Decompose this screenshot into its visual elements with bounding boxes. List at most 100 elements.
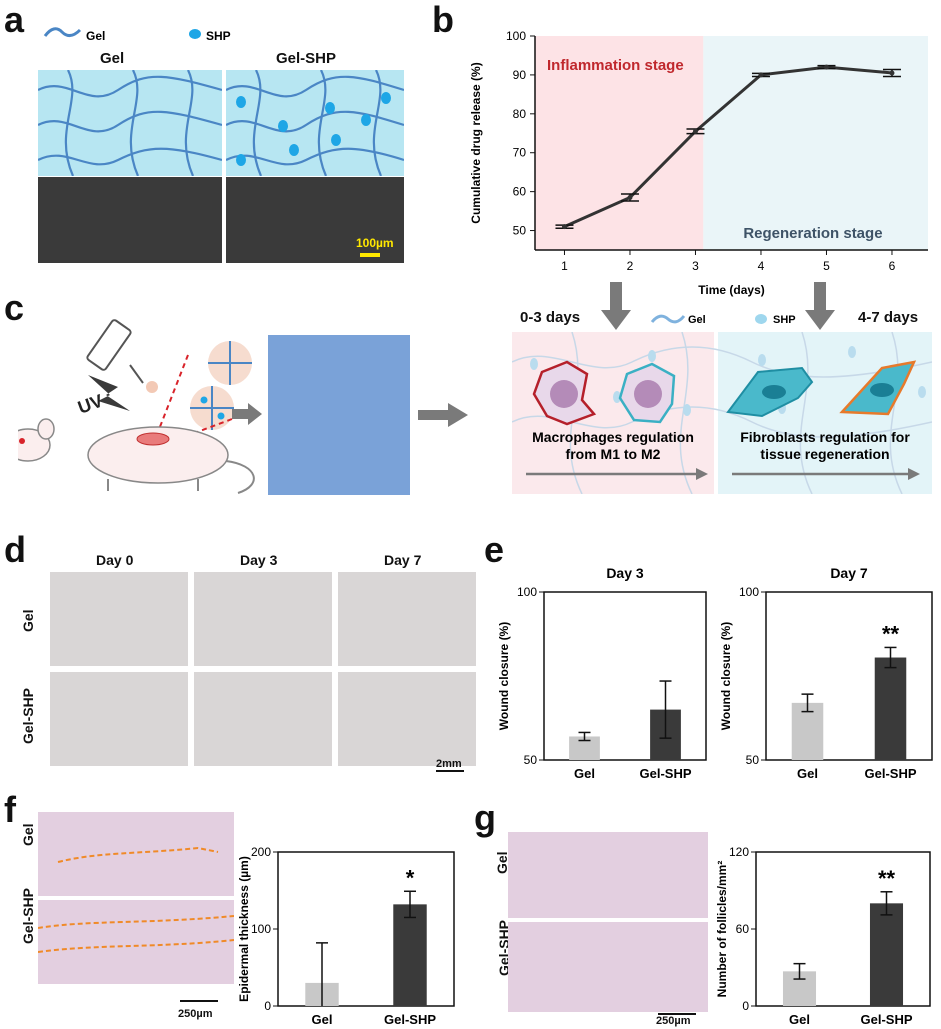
- chart-e3-xtick-label: Gel: [574, 766, 595, 781]
- down-arrow-icon-2: [805, 282, 835, 330]
- wound-photo-gel-day3: [194, 572, 332, 666]
- scale-bar-f-label: 250µm: [178, 1008, 213, 1020]
- chart-b-xtick-label: 5: [823, 259, 830, 273]
- chart-e3-xtick-label: Gel-SHP: [639, 766, 691, 781]
- chart-e-day3: Day 3 50 100 Wound closure (%) Gel Gel-SHP: [497, 565, 707, 781]
- wound-photo-gel-day7: [338, 572, 476, 666]
- gel-legend-label: Gel: [86, 29, 105, 43]
- arrow-icon-2: [418, 403, 468, 427]
- gel-legend-label-c: Gel: [688, 314, 706, 326]
- chart-b-ytick-label: 60: [513, 185, 527, 199]
- m2-macrophage-icon: [618, 362, 676, 424]
- panel-a-title-gel: Gel: [100, 50, 125, 67]
- wound-site: [136, 432, 170, 446]
- chart-e3-ytick-label: 50: [524, 753, 538, 767]
- chart-f-xtick-label: Gel-SHP: [384, 1012, 436, 1026]
- chart-e3-title: Day 3: [606, 565, 644, 581]
- scale-bar-a-label: 100µm: [356, 236, 394, 250]
- uv-lightning-icon: [88, 375, 130, 411]
- fibroblast-text-line1: Fibroblasts regulation for: [740, 429, 910, 445]
- chart-b-ytick-label: 70: [513, 146, 527, 160]
- chart-g-ytick-label: 0: [742, 999, 749, 1013]
- shp-legend-label-c: SHP: [773, 314, 796, 326]
- chart-g-bar: [869, 903, 904, 1006]
- epidermis-outline: [38, 846, 234, 953]
- panel-label-d: d: [4, 529, 26, 570]
- chart-b-xtick-label: 4: [758, 259, 765, 273]
- scale-bar-a: [360, 253, 380, 257]
- mouse-illustration: [18, 418, 255, 494]
- gel-schematic: [38, 70, 222, 176]
- gel-sem-image: [38, 177, 222, 263]
- day-0-label: Day 0: [96, 552, 134, 568]
- fibroblast-text-line2: tissue regeneration: [760, 446, 889, 462]
- scale-bar-g: [658, 1013, 696, 1015]
- chart-e7-title: Day 7: [830, 565, 868, 581]
- chart-e7-frame: [765, 591, 933, 761]
- chart-b-drug-release: Inflammation stage Regeneration stage 50…: [469, 29, 928, 297]
- down-arrow-icon-1: [601, 282, 631, 330]
- shp-legend-icon: [189, 29, 201, 39]
- arrowhead-icon: [696, 468, 708, 480]
- panel-label-b: b: [432, 0, 454, 40]
- gel-legend-icon: [43, 27, 82, 37]
- follicle-image-gel: [508, 832, 708, 918]
- shp-legend-icon-c: [755, 314, 767, 324]
- chart-e7-xtick-label: Gel: [797, 766, 818, 781]
- gel-shp-sem-image: [226, 177, 404, 263]
- chart-b-xlabel: Time (days): [698, 283, 764, 297]
- chart-f-bar: [393, 904, 427, 1006]
- chart-b-xtick-label: 2: [627, 259, 634, 273]
- wound-photo-gelshp-day7: [338, 672, 476, 766]
- chart-b-point: [889, 70, 895, 76]
- scale-bar-g-label: 250µm: [656, 1015, 691, 1027]
- gel-shp-schematic: [226, 70, 404, 176]
- chart-e7-bar: [791, 702, 824, 760]
- chart-g-ytick-label: 60: [736, 922, 750, 936]
- f-row-gel-shp-label: Gel-SHP: [20, 887, 36, 944]
- chart-g-significance: **: [878, 866, 896, 891]
- syringe-icon: [86, 319, 144, 384]
- drop-icon: [146, 381, 158, 393]
- chart-e7-xtick-label: Gel-SHP: [864, 766, 916, 781]
- panel-label-a: a: [4, 0, 25, 40]
- panel-label-f: f: [4, 789, 16, 830]
- chart-b-point: [692, 128, 698, 134]
- chart-f-xtick-label: Gel: [312, 1012, 333, 1026]
- chart-e3-frame: [543, 591, 707, 761]
- panel-label-c: c: [4, 287, 25, 328]
- chart-b-point: [758, 72, 764, 78]
- chart-e-day7: Day 7 50 100 Wound closure (%) Gel Gel-SHP **: [719, 565, 933, 781]
- row-gel-shp-label: Gel-SHP: [20, 687, 36, 744]
- arrowhead-icon-2: [908, 468, 920, 480]
- chart-g-xtick-label: Gel: [789, 1012, 810, 1026]
- fibroblast-icon-1: [726, 366, 814, 418]
- chart-g-ylabel: Number of follicles/mm²: [715, 861, 729, 998]
- panel-label-g: g: [474, 797, 496, 838]
- chart-b-xtick-label: 3: [692, 259, 699, 273]
- wound-photo-gelshp-day3: [194, 672, 332, 766]
- shp-legend-label: SHP: [206, 29, 231, 43]
- chart-b-xtick-label: 1: [561, 259, 568, 273]
- chart-g-frame: [755, 851, 931, 1007]
- panel-label-e: e: [484, 529, 505, 570]
- chart-e7-ylabel: Wound closure (%): [719, 622, 733, 730]
- chart-f-ytick-label: 100: [251, 922, 271, 936]
- chart-e3-ylabel: Wound closure (%): [497, 622, 511, 730]
- chart-b-series-line: [563, 65, 893, 229]
- mouse-photo: [268, 335, 410, 495]
- chart-e7-significance: **: [882, 621, 900, 646]
- macrophage-text-line1: Macrophages regulation: [532, 429, 694, 445]
- chart-b-point: [561, 224, 567, 230]
- row-gel-label: Gel: [20, 609, 36, 632]
- chart-b-point: [627, 194, 633, 200]
- chart-e3-ytick-label: 100: [517, 585, 537, 599]
- chart-b-ytick-label: 50: [513, 224, 527, 238]
- chart-b-ytick-label: 80: [513, 107, 527, 121]
- panel-c-legend: Gel SHP: [650, 314, 796, 326]
- panel-a-title-gelshp: Gel-SHP: [276, 50, 337, 67]
- f-row-gel-label: Gel: [20, 823, 36, 846]
- inflammation-stage-label: Inflammation stage: [547, 57, 684, 74]
